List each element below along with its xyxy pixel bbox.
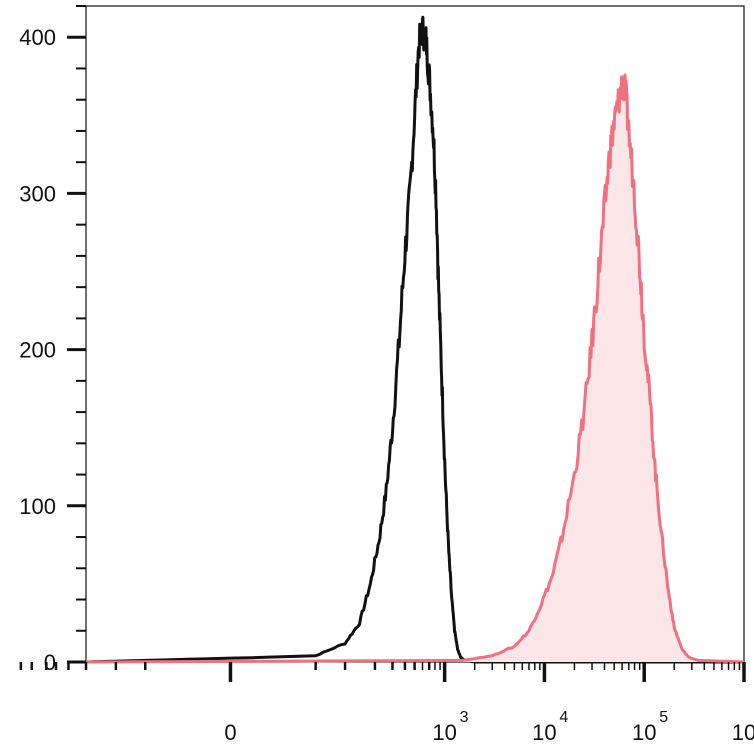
y-tick-label: 100 xyxy=(19,494,56,519)
x-tick-label: 10 xyxy=(732,720,754,745)
x-axis: 0103104105106 xyxy=(19,662,754,745)
series-line-1 xyxy=(85,73,745,664)
series-line-0 xyxy=(85,15,744,664)
x-tick-label: 10 xyxy=(632,720,656,745)
x-tick-label: 10 xyxy=(532,720,556,745)
x-tick-exponent: 5 xyxy=(659,709,668,726)
series-fill-1 xyxy=(86,75,744,662)
series-layer xyxy=(85,15,745,664)
x-tick-label: 10 xyxy=(432,720,456,745)
y-tick-label: 300 xyxy=(19,181,56,206)
x-tick-exponent: 4 xyxy=(559,709,568,726)
x-tick-exponent: 3 xyxy=(460,709,469,726)
x-tick-label: 0 xyxy=(224,720,236,745)
y-tick-label: 400 xyxy=(19,25,56,50)
y-tick-label: 200 xyxy=(19,338,56,363)
